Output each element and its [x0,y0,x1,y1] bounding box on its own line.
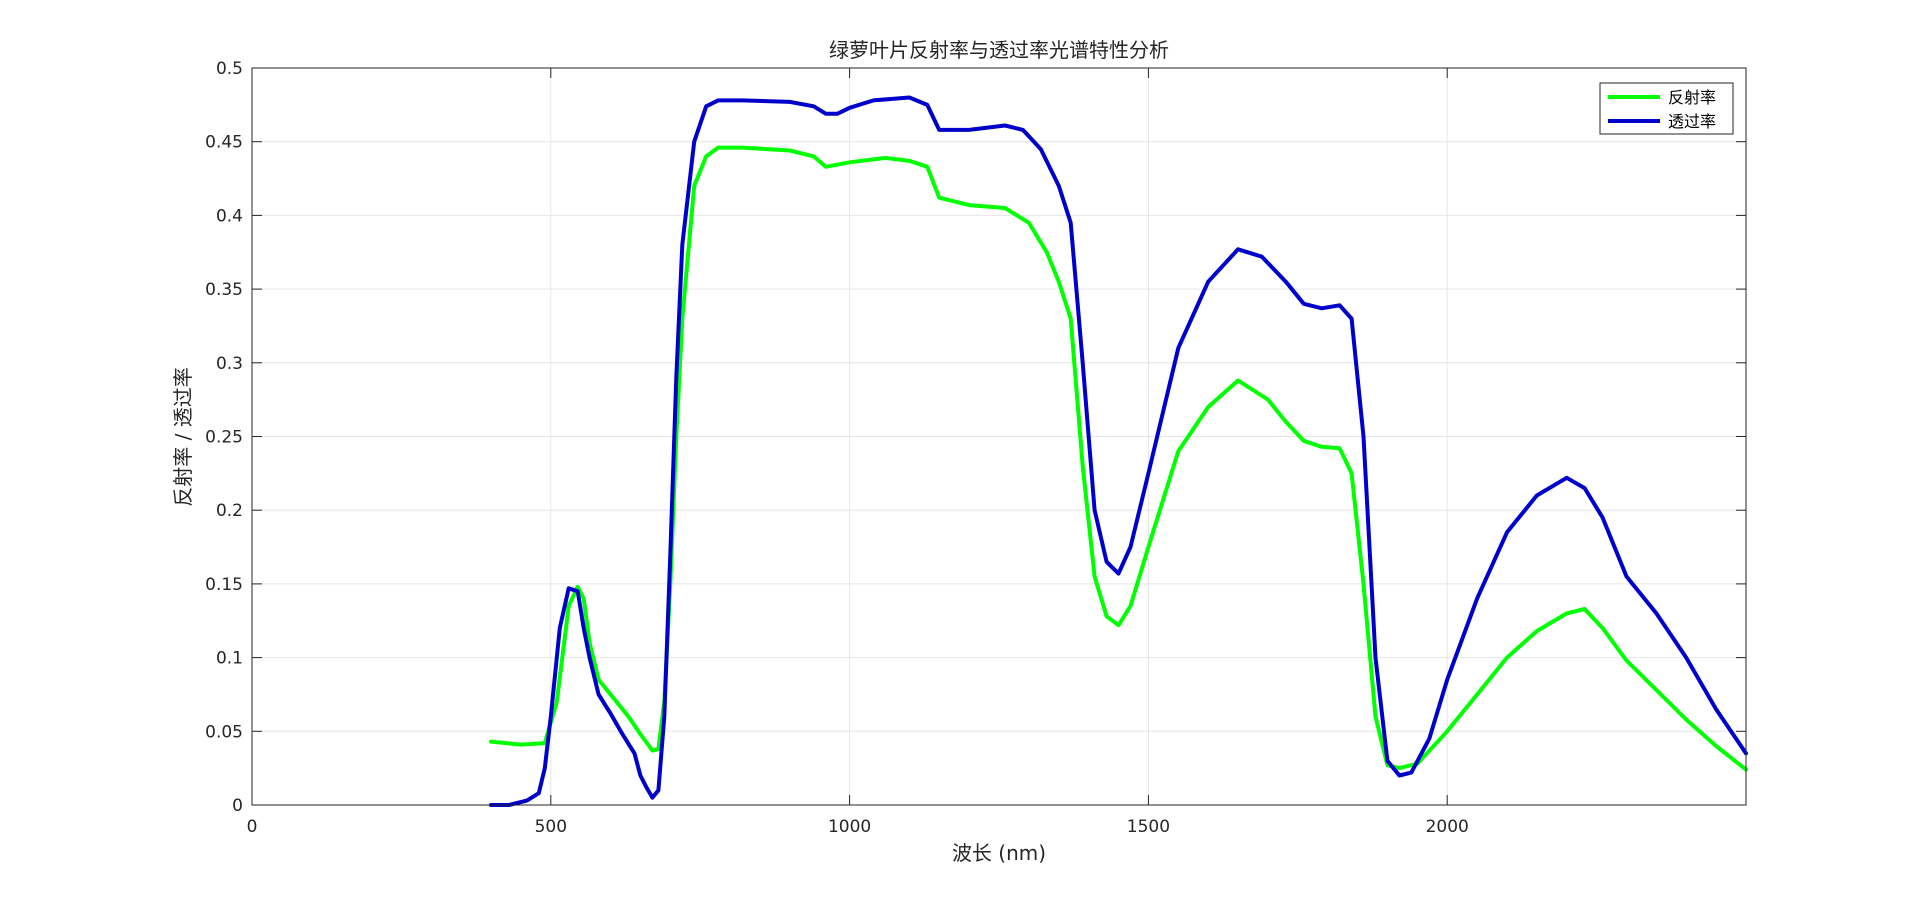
legend-label: 反射率 [1668,88,1716,107]
y-tick-label: 0.2 [216,501,243,521]
series-line-1 [489,95,1748,807]
y-tick-label: 0.25 [205,428,243,448]
y-tick-label: 0.45 [205,133,243,153]
y-tick-label: 0.35 [205,280,243,300]
x-tick-label: 500 [535,817,567,837]
ticks: 0 500 1000 1500 2000 0 0.05 0.1 0.15 0.2 0.25 0.3 0.… [205,59,1746,837]
legend-label: 透过率 [1668,112,1716,131]
y-tick-label: 0.1 [216,649,243,669]
y-tick-label: 0 [232,796,243,816]
y-tick-label: 0.05 [205,722,243,742]
x-axis-label: 波长 (nm) [952,841,1046,865]
series-layer [489,95,1748,807]
y-tick-label: 0.5 [216,59,243,79]
y-tick-label: 0.3 [216,354,243,374]
series-line-0 [489,145,1748,772]
x-tick-label: 0 [247,817,258,837]
y-axis-label: 反射率 / 透过率 [171,367,195,506]
x-tick-label: 1000 [828,817,871,837]
x-tick-label: 2000 [1426,817,1469,837]
y-tick-label: 0.4 [216,206,243,226]
y-tick-label: 0.15 [205,575,243,595]
x-tick-label: 1500 [1127,817,1170,837]
legend-box [1599,82,1734,135]
chart-title: 绿萝叶片反射率与透过率光谱特性分析 [829,38,1169,62]
